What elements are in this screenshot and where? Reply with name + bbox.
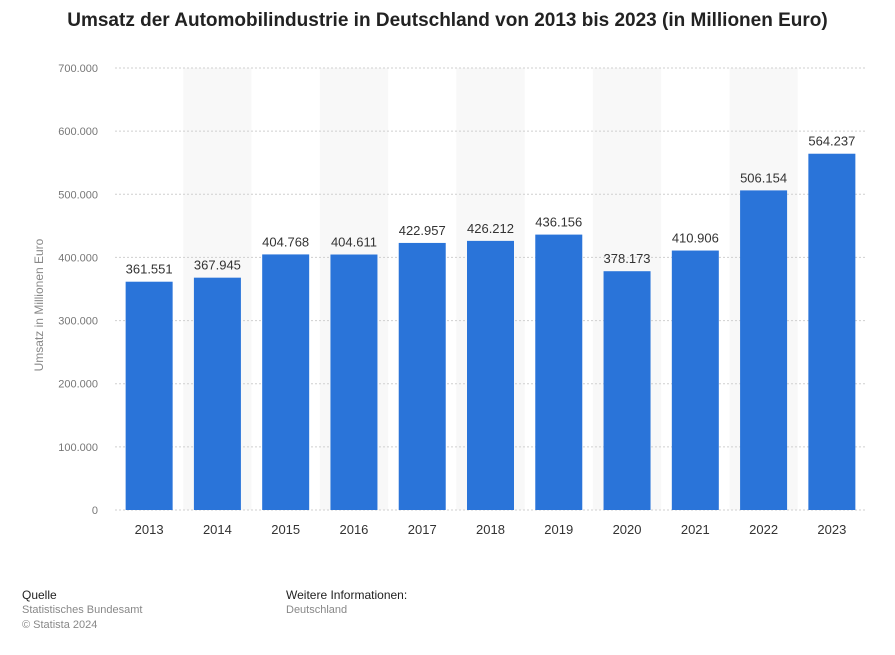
info-heading: Weitere Informationen: <box>286 588 408 602</box>
x-tick-label: 2022 <box>749 522 778 537</box>
data-label: 506.154 <box>740 170 787 185</box>
data-label: 404.611 <box>331 235 377 250</box>
data-label: 422.957 <box>399 223 446 238</box>
bar <box>740 190 788 510</box>
source-heading: Quelle <box>22 588 57 602</box>
x-tick-label: 2019 <box>544 522 573 537</box>
footer-info: Weitere Informationen: Deutschland <box>286 588 407 618</box>
x-tick-label: 2021 <box>681 522 710 537</box>
data-label: 410.906 <box>672 231 719 246</box>
data-label: 564.237 <box>808 134 855 149</box>
y-tick-label: 500.000 <box>58 189 98 201</box>
data-label: 426.212 <box>467 221 514 236</box>
x-tick-label: 2014 <box>203 522 232 537</box>
data-labels: 361.551 367.945 404.768 404.611 422.957 426.2… <box>126 134 856 277</box>
x-tick-label: 2023 <box>817 522 846 537</box>
chart-title: Umsatz der Automobilindustrie in Deutsch… <box>67 10 828 31</box>
y-axis-ticks: 0 100.000 200.000 300.000 400.000 500.000 600.… <box>58 63 98 517</box>
data-label: 404.768 <box>262 234 309 249</box>
y-tick-label: 700.000 <box>58 63 98 75</box>
bar <box>262 254 310 510</box>
data-label: 378.173 <box>604 251 651 266</box>
x-tick-label: 2013 <box>135 522 164 537</box>
bar-chart: 0 100.000 200.000 300.000 400.000 500.000 600.… <box>32 63 866 537</box>
y-tick-label: 200.000 <box>58 379 98 391</box>
x-tick-label: 2017 <box>408 522 437 537</box>
bar <box>603 271 651 510</box>
bars <box>125 153 856 510</box>
bar <box>467 240 514 510</box>
bar <box>193 277 241 510</box>
y-tick-label: 600.000 <box>58 126 98 138</box>
bar <box>398 242 446 510</box>
x-tick-label: 2016 <box>339 522 368 537</box>
bar <box>330 254 378 510</box>
source-name[interactable]: Statistisches Bundesamt <box>22 604 143 616</box>
y-axis-label: Umsatz in Millionen Euro <box>32 238 46 371</box>
copyright[interactable]: © Statista 2024 <box>22 619 98 631</box>
bar <box>671 250 719 510</box>
y-tick-label: 400.000 <box>58 252 98 264</box>
data-label: 367.945 <box>194 258 241 273</box>
bar <box>535 234 583 510</box>
data-label: 361.551 <box>126 262 173 277</box>
y-tick-label: 0 <box>92 505 98 517</box>
x-tick-label: 2015 <box>271 522 300 537</box>
bar <box>808 153 856 510</box>
x-tick-label: 2020 <box>613 522 642 537</box>
footer-source: Quelle Statistisches Bundesamt © Statist… <box>22 588 142 633</box>
info-value: Deutschland <box>286 604 348 616</box>
data-label: 436.156 <box>535 215 582 230</box>
y-tick-label: 300.000 <box>58 316 98 328</box>
x-tick-label: 2018 <box>476 522 505 537</box>
x-axis-ticks: 2013 2014 2015 2016 2017 2018 2019 2020 2021 2022… <box>135 522 847 537</box>
bar <box>125 281 173 510</box>
y-tick-label: 100.000 <box>58 442 98 454</box>
